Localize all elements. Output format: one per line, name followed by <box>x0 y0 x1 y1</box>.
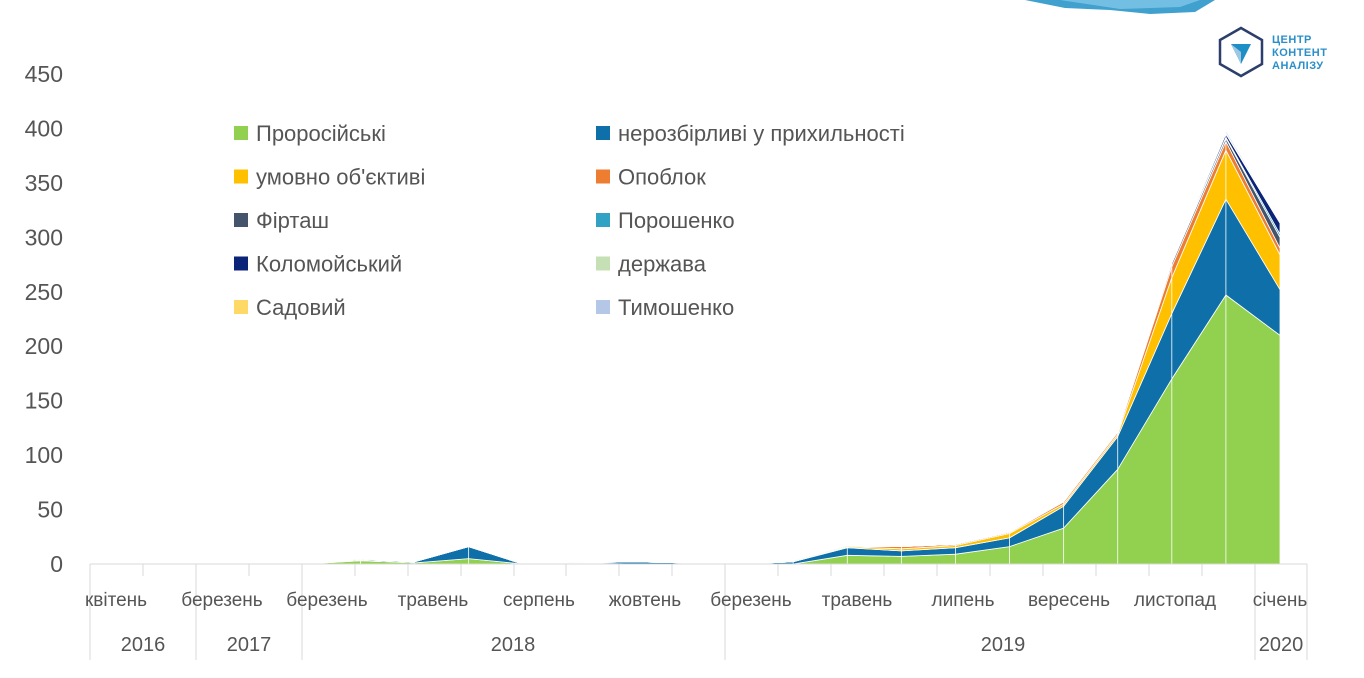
x-tick-label: липень <box>932 590 995 611</box>
legend-label: Фірташ <box>256 208 329 233</box>
logo-line-3: АНАЛІЗУ <box>1272 60 1324 72</box>
series-areas <box>89 130 1281 565</box>
legend-label: Опоблок <box>618 165 706 190</box>
y-axis: 0 50 100 150 200 250 300 350 400 450 <box>25 61 63 577</box>
series-area <box>89 294 1281 565</box>
legend-swatch <box>596 300 610 314</box>
header-ribbon <box>1025 0 1215 14</box>
y-tick-label: 300 <box>25 224 63 250</box>
y-tick-label: 350 <box>25 170 63 196</box>
x-axis: квітень березень березень травень серпень жов… <box>85 563 1308 660</box>
x-tick-label: жовтень <box>609 590 682 611</box>
y-tick-label: 200 <box>25 333 63 359</box>
legend-swatch <box>234 169 248 184</box>
x-tick-label: січень <box>1253 590 1308 611</box>
legend-label: держава <box>618 252 707 277</box>
logo: ЦЕНТР КОНТЕНТ АНАЛІЗУ <box>1218 26 1327 78</box>
legend-label: Проросійські <box>256 121 386 146</box>
x-tick-label: травень <box>822 590 893 611</box>
legend-label: Тимошенко <box>618 295 734 320</box>
year-label: 2020 <box>1259 634 1304 656</box>
legend-swatch <box>234 213 248 227</box>
x-tick-label: листопад <box>1134 590 1216 611</box>
legend-swatch <box>234 256 248 271</box>
y-tick-label: 0 <box>50 551 63 577</box>
y-tick-label: 250 <box>25 279 63 305</box>
y-tick-label: 400 <box>25 115 63 141</box>
x-tick-label: вересень <box>1028 590 1110 611</box>
legend-swatch <box>596 169 610 184</box>
series-area <box>89 130 1281 565</box>
x-tick-label: березень <box>181 590 263 611</box>
y-tick-label: 100 <box>25 442 63 468</box>
x-tick-label: березень <box>710 590 792 611</box>
legend-swatch <box>596 126 610 140</box>
y-tick-label: 450 <box>25 61 63 87</box>
legend-swatch <box>234 300 248 314</box>
legend: Проросійські нерозбірливі у прихильності у… <box>234 121 905 320</box>
year-label: 2018 <box>491 634 536 656</box>
year-label: 2016 <box>121 634 166 656</box>
legend-label: нерозбірливі у прихильності <box>618 121 905 146</box>
y-tick-label: 150 <box>25 388 63 414</box>
x-tick-label: серпень <box>503 590 575 611</box>
year-label: 2019 <box>981 634 1026 656</box>
legend-label: умовно об'єктиві <box>256 165 425 190</box>
legend-label: Коломойський <box>256 252 402 277</box>
x-tick-label: квітень <box>85 590 147 611</box>
logo-line-1: ЦЕНТР <box>1272 34 1312 46</box>
legend-label: Порошенко <box>618 208 735 233</box>
x-tick-label: березень <box>286 590 368 611</box>
logo-line-2: КОНТЕНТ <box>1272 47 1327 59</box>
year-label: 2017 <box>227 634 272 656</box>
y-tick-label: 50 <box>37 497 63 523</box>
legend-label: Садовий <box>256 295 346 320</box>
x-tick-label: травень <box>398 590 469 611</box>
legend-swatch <box>596 256 610 271</box>
legend-swatch <box>234 126 248 140</box>
legend-swatch <box>596 213 610 227</box>
